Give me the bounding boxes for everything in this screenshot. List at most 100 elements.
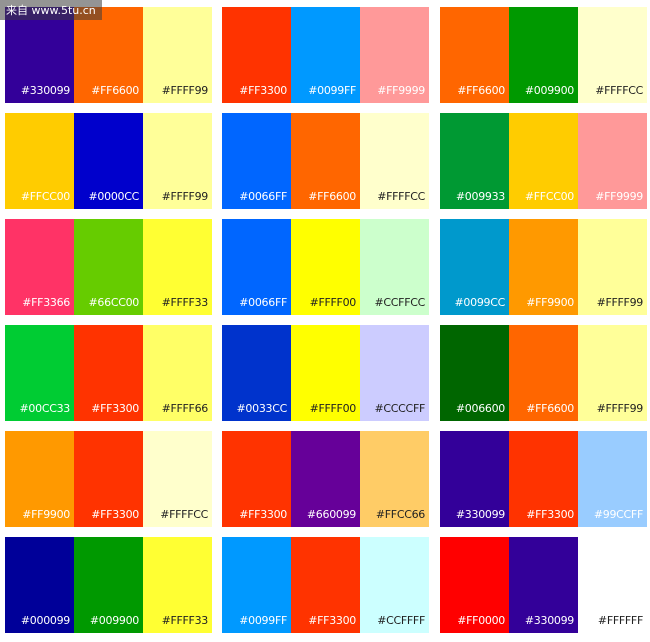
color-code: #FFCC00 xyxy=(524,190,574,203)
color-code: #0099FF xyxy=(239,614,287,627)
color-code: #0099CC xyxy=(454,296,506,309)
color-swatch: #FFCC00 xyxy=(5,113,74,209)
color-swatch: #FF9999 xyxy=(578,113,647,209)
color-code: #FFFF99 xyxy=(161,84,209,97)
color-code: #FF6600 xyxy=(308,190,356,203)
color-code: #FFFFFF xyxy=(597,614,643,627)
color-swatch: #FFFF99 xyxy=(143,113,212,209)
color-swatch: #0099FF xyxy=(291,7,360,103)
color-code: #009900 xyxy=(89,614,139,627)
color-swatch: #FF3300 xyxy=(74,325,143,421)
color-swatch: #0033CC xyxy=(222,325,291,421)
color-swatch: #FFCC66 xyxy=(360,431,429,527)
color-swatch: #FF3300 xyxy=(509,431,578,527)
watermark: 来自 www.5tu.cn xyxy=(0,0,102,20)
color-swatch: #009933 xyxy=(440,113,509,209)
color-code: #330099 xyxy=(20,84,70,97)
color-swatch: #FFFF99 xyxy=(578,325,647,421)
color-swatch: #FFFF33 xyxy=(143,537,212,633)
color-code: #FFFF99 xyxy=(596,402,644,415)
color-code: #009900 xyxy=(524,84,574,97)
color-code: #FF3300 xyxy=(526,508,574,521)
color-swatch: #66CC00 xyxy=(74,219,143,315)
color-swatch: #FFFF00 xyxy=(291,325,360,421)
color-code: #006600 xyxy=(455,402,505,415)
color-swatch: #FF3300 xyxy=(74,431,143,527)
color-swatch: #FF9900 xyxy=(5,431,74,527)
color-code: #000099 xyxy=(20,614,70,627)
color-code: #0066FF xyxy=(239,190,287,203)
color-code: #FFFF33 xyxy=(161,614,209,627)
color-code: #330099 xyxy=(455,508,505,521)
color-code: #00CC33 xyxy=(19,402,71,415)
color-code: #FFFF99 xyxy=(161,190,209,203)
color-swatch: #FF6600 xyxy=(509,325,578,421)
color-code: #FF0000 xyxy=(457,614,505,627)
color-swatch: #000099 xyxy=(5,537,74,633)
color-swatch: #660099 xyxy=(291,431,360,527)
color-swatch: #0066FF xyxy=(222,113,291,209)
color-code: #FFFFCC xyxy=(160,508,208,521)
color-swatch: #0099CC xyxy=(440,219,509,315)
color-code: #CCFFFF xyxy=(377,614,425,627)
color-code: #FF6600 xyxy=(91,84,139,97)
color-code: #FF3300 xyxy=(91,402,139,415)
color-code: #CCFFCC xyxy=(374,296,426,309)
color-swatch: #FFFF99 xyxy=(143,7,212,103)
color-code: #0099FF xyxy=(308,84,356,97)
color-code: #FFFF99 xyxy=(596,296,644,309)
color-swatch: #99CCFF xyxy=(578,431,647,527)
color-swatch: #FFFF33 xyxy=(143,219,212,315)
color-swatch: #FFFFFF xyxy=(578,537,647,633)
color-swatch: #FFFFCC xyxy=(578,7,647,103)
color-swatch: #FF6600 xyxy=(440,7,509,103)
color-code: #330099 xyxy=(524,614,574,627)
color-code: #FFFFCC xyxy=(595,84,643,97)
color-swatch: #009900 xyxy=(509,7,578,103)
color-swatch: #006600 xyxy=(440,325,509,421)
color-swatch: #00CC33 xyxy=(5,325,74,421)
color-swatch: #FF3300 xyxy=(222,7,291,103)
color-code: #FF6600 xyxy=(457,84,505,97)
color-swatch: #FF3300 xyxy=(291,537,360,633)
color-code: #FFFF00 xyxy=(309,296,357,309)
color-swatch: #FFFFCC xyxy=(360,113,429,209)
color-code: #FF9900 xyxy=(22,508,70,521)
color-code: #009933 xyxy=(455,190,505,203)
color-swatch: #FF0000 xyxy=(440,537,509,633)
color-swatch: #330099 xyxy=(509,537,578,633)
color-code: #FF6600 xyxy=(526,402,574,415)
color-swatch: #CCFFCC xyxy=(360,219,429,315)
color-swatch: #FF9999 xyxy=(360,7,429,103)
color-swatch: #0099FF xyxy=(222,537,291,633)
color-code: #FF3300 xyxy=(239,84,287,97)
color-swatch: #FF6600 xyxy=(291,113,360,209)
color-code: #0033CC xyxy=(236,402,288,415)
color-code: #FF3300 xyxy=(239,508,287,521)
color-code: #FFFFCC xyxy=(377,190,425,203)
color-code: #0066FF xyxy=(239,296,287,309)
color-swatch: #009900 xyxy=(74,537,143,633)
color-swatch: #CCFFFF xyxy=(360,537,429,633)
color-code: #FF3300 xyxy=(308,614,356,627)
color-swatch: #FFFFCC xyxy=(143,431,212,527)
color-code: #660099 xyxy=(306,508,356,521)
color-swatch: #0000CC xyxy=(74,113,143,209)
color-code: #FFFF66 xyxy=(161,402,209,415)
color-swatch: #FFFF99 xyxy=(578,219,647,315)
color-code: #FF3300 xyxy=(91,508,139,521)
color-swatch: #330099 xyxy=(5,7,74,103)
color-swatch: #CCCCFF xyxy=(360,325,429,421)
color-code: #66CC00 xyxy=(88,296,140,309)
color-swatch: #FFFF66 xyxy=(143,325,212,421)
color-swatch: #FF9900 xyxy=(509,219,578,315)
color-swatch: #330099 xyxy=(440,431,509,527)
color-swatch: #FF3366 xyxy=(5,219,74,315)
color-code: #CCCCFF xyxy=(374,402,426,415)
color-swatch: #FF3300 xyxy=(222,431,291,527)
color-code: #FFCC00 xyxy=(20,190,70,203)
color-swatch: #FFFF00 xyxy=(291,219,360,315)
color-swatch: #FFCC00 xyxy=(509,113,578,209)
color-code: #FF9900 xyxy=(526,296,574,309)
